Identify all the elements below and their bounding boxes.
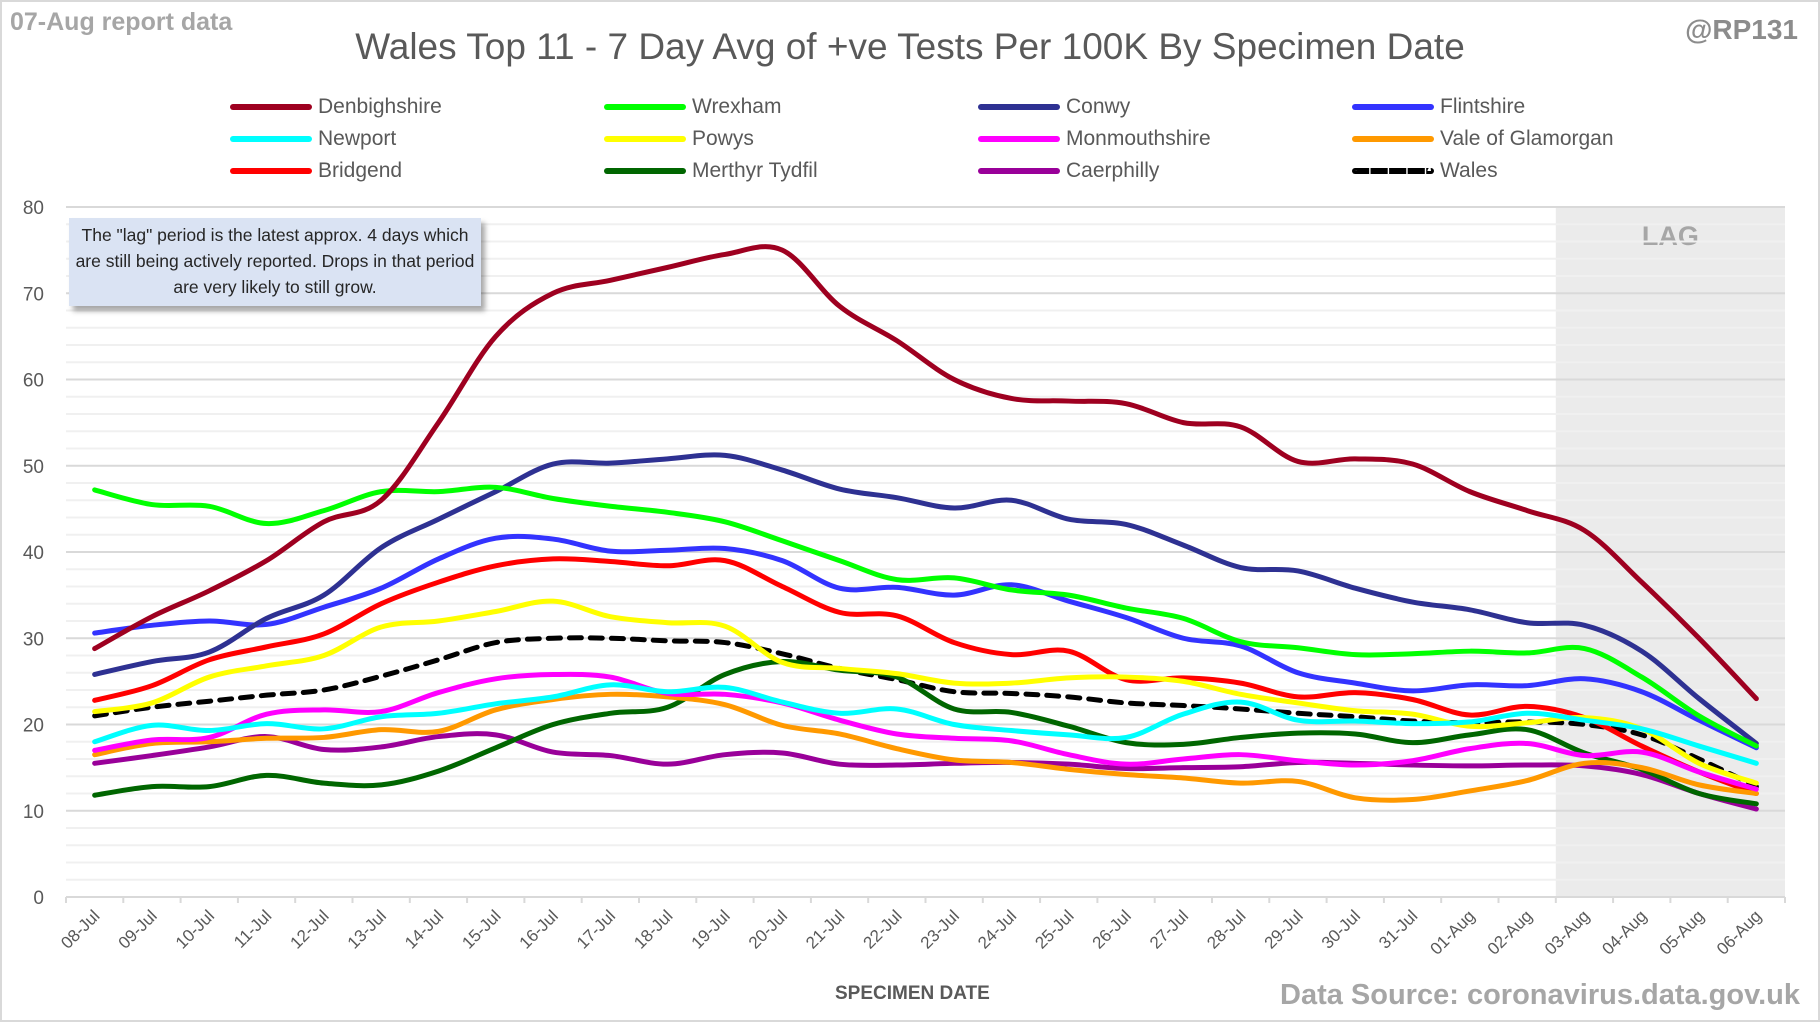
x-tick-label: 18-Jul xyxy=(630,906,676,952)
x-axis-title: SPECIMEN DATE xyxy=(835,983,990,1004)
series-line-merthyr-tydfil xyxy=(92,659,1759,807)
series-line-vale-of-glamorgan xyxy=(92,691,1759,803)
legend-swatch xyxy=(1352,104,1434,110)
x-tick-label: 11-Jul xyxy=(230,906,275,951)
legend-label: Caerphilly xyxy=(1066,159,1160,182)
x-tick-label: 13-Jul xyxy=(344,906,390,952)
legend-item: Wrexham xyxy=(604,93,781,121)
x-tick-label: 22-Jul xyxy=(859,906,905,952)
y-tick-label: 30 xyxy=(23,629,44,650)
series-line-denbighshire xyxy=(92,244,1759,702)
legend-label: Bridgend xyxy=(318,159,403,182)
x-tick-label: 24-Jul xyxy=(974,906,1020,952)
legend-item: Monmouthshire xyxy=(978,125,1211,153)
series-line-conwy xyxy=(92,452,1759,746)
x-tick-label: 27-Jul xyxy=(1146,906,1192,952)
lag-annotation: The "lag" period is the latest approx. 4… xyxy=(69,218,481,306)
chart-title: Wales Top 11 - 7 Day Avg of +ve Tests Pe… xyxy=(355,26,1465,67)
legend-swatch xyxy=(230,168,312,174)
legend-label: Newport xyxy=(318,127,397,150)
legend-swatch xyxy=(604,136,686,142)
legend-label: Merthyr Tydfil xyxy=(692,159,818,182)
x-tick-label: 02-Aug xyxy=(1484,906,1536,958)
x-tick-label: 05-Aug xyxy=(1656,906,1708,958)
y-tick-label: 50 xyxy=(23,457,44,478)
legend-swatch xyxy=(978,136,1060,142)
legend-swatch xyxy=(1352,168,1434,174)
x-tick-label: 21-Jul xyxy=(802,906,848,952)
series-line-newport xyxy=(92,682,1759,766)
legend-label: Denbighshire xyxy=(318,95,442,118)
x-tick-label: 25-Jul xyxy=(1031,906,1077,952)
series-line-caerphilly xyxy=(92,731,1759,812)
x-tick-label: 30-Jul xyxy=(1318,906,1364,952)
y-tick-label: 70 xyxy=(23,284,44,305)
legend-label: Conwy xyxy=(1066,95,1131,118)
series-line-bridgend xyxy=(92,556,1759,796)
legend-item: Merthyr Tydfil xyxy=(604,157,818,185)
x-tick-label: 23-Jul xyxy=(917,906,963,952)
legend-swatch xyxy=(1352,136,1434,142)
series-line-flintshire xyxy=(92,533,1759,751)
y-tick-label: 10 xyxy=(23,802,44,823)
legend-item: Conwy xyxy=(978,93,1130,121)
x-tick-label: 15-Jul xyxy=(458,906,504,952)
report-date: 07-Aug report data xyxy=(10,8,233,36)
legend-label: Wrexham xyxy=(692,95,782,118)
legend-item: Caerphilly xyxy=(978,157,1159,185)
legend-swatch xyxy=(604,168,686,174)
y-tick-label: 60 xyxy=(23,371,44,392)
x-tick-label: 26-Jul xyxy=(1089,906,1135,952)
legend-swatch xyxy=(230,104,312,110)
author-handle: @RP131 xyxy=(1685,14,1798,45)
legend-item: Bridgend xyxy=(230,157,402,185)
x-tick-label: 28-Jul xyxy=(1203,906,1249,952)
data-source: Data Source: coronavirus.data.gov.uk xyxy=(1280,979,1800,1011)
x-tick-label: 14-Jul xyxy=(401,906,447,952)
y-tick-label: 40 xyxy=(23,543,44,564)
legend-item: Wales xyxy=(1352,157,1498,185)
legend-item: Powys xyxy=(604,125,754,153)
y-tick-label: 0 xyxy=(33,888,44,909)
x-tick-label: 29-Jul xyxy=(1261,906,1307,952)
x-tick-label: 16-Jul xyxy=(516,906,562,952)
x-tick-label: 12-Jul xyxy=(286,906,332,952)
legend-swatch xyxy=(230,136,312,142)
legend-item: Newport xyxy=(230,125,396,153)
y-tick-label: 20 xyxy=(23,716,44,737)
x-tick-label: 01-Aug xyxy=(1426,906,1478,958)
x-tick-label: 03-Aug xyxy=(1541,906,1593,958)
legend-label: Vale of Glamorgan xyxy=(1440,127,1614,150)
x-tick-label: 09-Jul xyxy=(115,906,161,952)
legend-swatch xyxy=(978,168,1060,174)
legend-swatch xyxy=(978,104,1060,110)
x-tick-label: 04-Aug xyxy=(1598,906,1650,958)
x-tick-label: 10-Jul xyxy=(172,906,218,952)
x-tick-label: 20-Jul xyxy=(745,906,791,952)
x-tick-label: 06-Aug xyxy=(1713,906,1765,958)
x-tick-label: 08-Jul xyxy=(57,906,103,952)
legend-item: Denbighshire xyxy=(230,93,442,121)
legend-item: Vale of Glamorgan xyxy=(1352,125,1614,153)
x-tick-label: 19-Jul xyxy=(688,906,734,952)
series-line-wrexham xyxy=(92,484,1759,749)
legend-item: Flintshire xyxy=(1352,93,1525,121)
series-line-powys xyxy=(92,598,1759,786)
legend-label: Flintshire xyxy=(1440,95,1526,118)
x-tick-label: 31-Jul xyxy=(1375,906,1421,952)
series-line-monmouthshire xyxy=(92,671,1759,792)
legend-label: Powys xyxy=(692,127,754,150)
legend-label: Monmouthshire xyxy=(1066,127,1211,150)
y-tick-label: 80 xyxy=(23,198,44,219)
x-tick-label: 17-Jul xyxy=(573,906,619,952)
legend-label: Wales xyxy=(1440,159,1498,182)
legend-swatch xyxy=(604,104,686,110)
lag-label: LAG xyxy=(1642,221,1699,251)
